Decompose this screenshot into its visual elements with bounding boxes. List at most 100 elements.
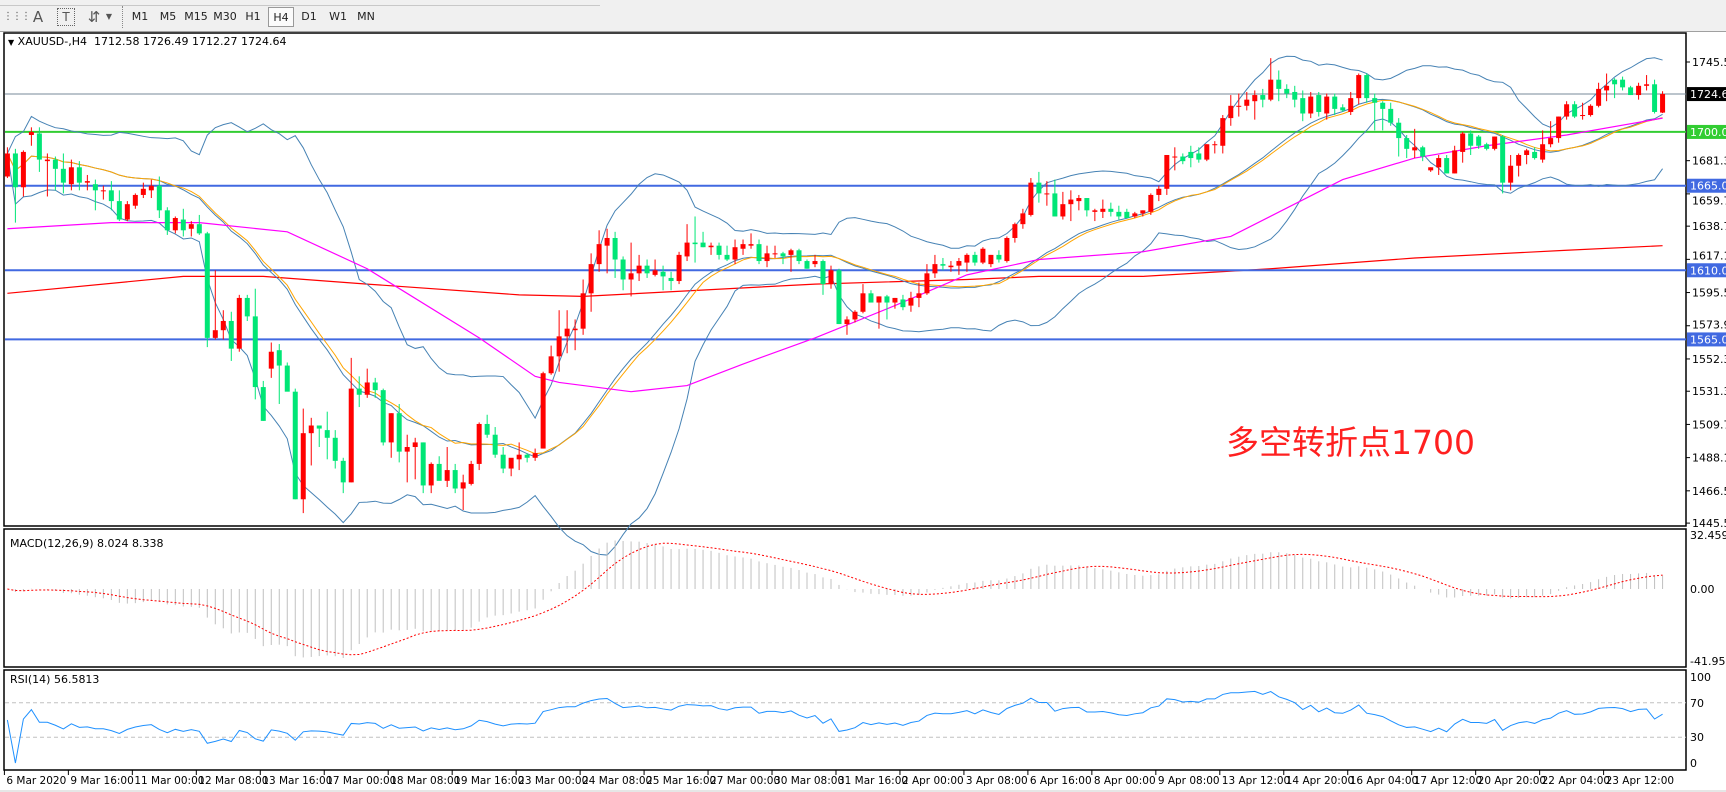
candle[interactable] [1292, 85, 1298, 108]
candle[interactable] [1228, 95, 1234, 126]
candle[interactable] [1140, 210, 1146, 217]
candle[interactable] [1580, 102, 1586, 120]
candle[interactable] [500, 447, 506, 474]
candle[interactable] [276, 344, 282, 404]
candle[interactable] [1588, 104, 1594, 117]
candle[interactable] [1060, 191, 1066, 220]
candle[interactable] [1548, 121, 1554, 148]
candle[interactable] [1420, 145, 1426, 162]
candle[interactable] [1220, 115, 1226, 154]
candle[interactable] [1236, 93, 1242, 117]
candle[interactable] [788, 248, 794, 272]
candle[interactable] [972, 251, 978, 266]
candle[interactable] [1156, 185, 1162, 202]
candle[interactable] [252, 288, 258, 400]
candle[interactable] [1380, 101, 1386, 131]
candle[interactable] [732, 239, 738, 265]
candle[interactable] [140, 182, 146, 199]
candle[interactable] [180, 208, 186, 237]
candle[interactable] [660, 265, 666, 291]
candle[interactable] [1172, 147, 1178, 171]
candle[interactable] [1260, 88, 1266, 108]
candle[interactable] [852, 310, 858, 323]
candle[interactable] [1324, 93, 1330, 120]
candle[interactable] [804, 259, 810, 269]
candle[interactable] [1348, 91, 1354, 116]
candle[interactable] [1524, 148, 1530, 165]
candle[interactable] [916, 282, 922, 308]
candle[interactable] [76, 161, 82, 191]
candle[interactable] [812, 254, 818, 268]
candle[interactable] [956, 257, 962, 275]
candle[interactable] [1100, 199, 1106, 219]
candle[interactable] [1252, 90, 1258, 120]
candle[interactable] [1516, 153, 1522, 177]
candle[interactable] [468, 460, 474, 486]
candle[interactable] [236, 294, 242, 352]
candle[interactable] [324, 411, 330, 460]
candle[interactable] [1180, 153, 1186, 165]
timeframe-w1[interactable]: W1 [329, 10, 347, 23]
candle[interactable] [348, 357, 354, 483]
grid-properties-icon[interactable]: ⋮⋮⋮ [3, 11, 31, 22]
candle[interactable] [1148, 193, 1154, 215]
candle[interactable] [940, 257, 946, 271]
candle[interactable] [116, 190, 122, 222]
candle[interactable] [300, 408, 306, 514]
candle[interactable] [220, 310, 226, 340]
candle[interactable] [292, 388, 298, 500]
candle[interactable] [52, 156, 58, 191]
candle[interactable] [780, 251, 786, 265]
candle[interactable] [1564, 101, 1570, 120]
candle[interactable] [156, 176, 162, 219]
candle[interactable] [692, 216, 698, 263]
candle[interactable] [1500, 135, 1506, 194]
candle[interactable] [516, 442, 522, 471]
candle[interactable] [1300, 90, 1306, 122]
candle[interactable] [188, 221, 194, 237]
candle[interactable] [1020, 208, 1026, 229]
candle[interactable] [204, 231, 210, 348]
candle[interactable] [372, 377, 378, 398]
candle[interactable] [652, 259, 658, 277]
candle[interactable] [1612, 78, 1618, 99]
candle[interactable] [420, 442, 426, 494]
candle[interactable] [1084, 198, 1090, 217]
timeframe-m15[interactable]: M15 [184, 10, 208, 23]
candle[interactable] [876, 296, 882, 329]
candle[interactable] [724, 245, 730, 262]
candle[interactable] [452, 463, 458, 494]
candle[interactable] [532, 448, 538, 461]
candle[interactable] [828, 265, 834, 289]
candle[interactable] [28, 127, 34, 146]
candle[interactable] [1364, 73, 1370, 103]
candle[interactable] [596, 230, 602, 272]
candle[interactable] [356, 376, 362, 408]
candle[interactable] [1164, 154, 1170, 195]
timeframe-m30[interactable]: M30 [213, 10, 237, 23]
candle[interactable] [436, 456, 442, 481]
candle[interactable] [1436, 154, 1442, 175]
candle[interactable] [492, 427, 498, 458]
candle[interactable] [1540, 130, 1546, 163]
candle[interactable] [1476, 135, 1482, 149]
candle[interactable] [1028, 178, 1034, 217]
candle[interactable] [1004, 236, 1010, 263]
candle[interactable] [764, 245, 770, 268]
candle[interactable] [444, 447, 450, 487]
candle[interactable] [1428, 167, 1434, 172]
candle[interactable] [588, 253, 594, 312]
candle[interactable] [308, 417, 314, 466]
candle[interactable] [284, 362, 290, 392]
candle[interactable] [524, 453, 530, 463]
candle[interactable] [108, 181, 114, 211]
candle[interactable] [1508, 154, 1514, 191]
timeframe-m1[interactable]: M1 [131, 10, 149, 23]
candle[interactable] [700, 231, 706, 248]
candle[interactable] [60, 153, 66, 194]
candle[interactable] [332, 430, 338, 469]
candle[interactable] [964, 253, 970, 272]
candle[interactable] [772, 245, 778, 258]
arrows-icon[interactable]: ⇵ [87, 8, 101, 26]
candle[interactable] [36, 127, 42, 172]
